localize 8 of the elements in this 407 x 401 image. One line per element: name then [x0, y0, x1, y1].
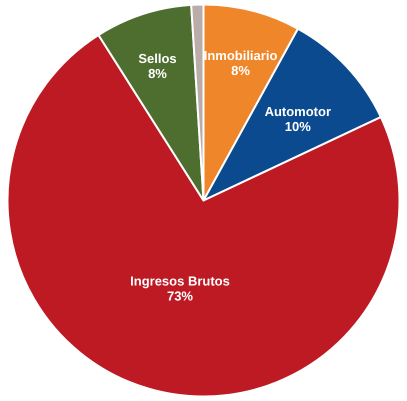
slice-label: Ingresos Brutos: [130, 273, 230, 288]
slice-label: Automotor: [264, 104, 332, 119]
slice-label: Inmobiliario: [204, 48, 278, 64]
slice-label: Sellos: [138, 50, 177, 66]
data-label: 10%: [284, 118, 312, 134]
data-label: 73%: [166, 288, 194, 304]
data-label: 8%: [148, 66, 168, 81]
data-label: 8%: [231, 63, 250, 78]
